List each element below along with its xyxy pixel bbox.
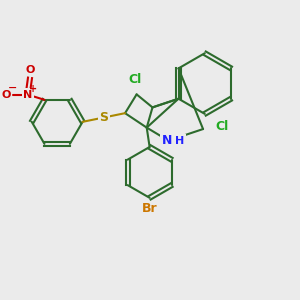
Text: Cl: Cl — [128, 73, 142, 86]
Text: +: + — [29, 84, 37, 94]
Text: O: O — [25, 65, 35, 75]
Text: Br: Br — [142, 202, 158, 215]
Text: H: H — [175, 136, 184, 146]
Text: O: O — [2, 90, 11, 100]
Text: N: N — [162, 134, 172, 147]
Text: S: S — [99, 111, 108, 124]
Text: N: N — [23, 90, 32, 100]
Text: Cl: Cl — [215, 120, 229, 133]
Text: −: − — [8, 83, 17, 93]
